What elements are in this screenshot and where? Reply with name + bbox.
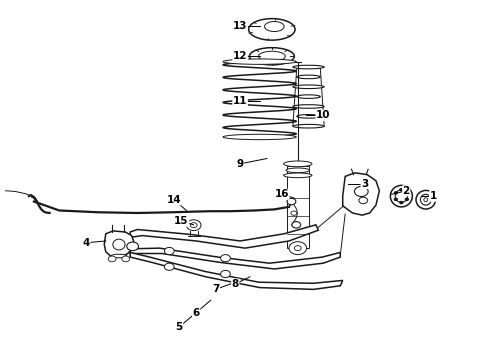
Ellipse shape bbox=[286, 168, 310, 173]
Text: 16: 16 bbox=[274, 189, 289, 199]
Ellipse shape bbox=[293, 105, 324, 108]
Circle shape bbox=[359, 197, 368, 204]
Text: 10: 10 bbox=[316, 111, 330, 121]
Circle shape bbox=[394, 198, 397, 201]
Circle shape bbox=[122, 256, 130, 262]
Circle shape bbox=[190, 223, 197, 228]
Circle shape bbox=[394, 192, 397, 194]
Ellipse shape bbox=[248, 19, 295, 40]
Ellipse shape bbox=[249, 48, 294, 65]
Text: 9: 9 bbox=[237, 159, 244, 169]
Circle shape bbox=[294, 246, 301, 251]
Circle shape bbox=[400, 202, 403, 204]
Circle shape bbox=[292, 222, 301, 228]
Text: 12: 12 bbox=[233, 51, 247, 61]
Ellipse shape bbox=[258, 51, 285, 61]
Ellipse shape bbox=[284, 173, 312, 178]
Ellipse shape bbox=[113, 239, 125, 250]
Circle shape bbox=[291, 211, 297, 215]
FancyBboxPatch shape bbox=[287, 166, 309, 248]
Circle shape bbox=[405, 198, 408, 201]
Text: 7: 7 bbox=[212, 284, 220, 294]
Circle shape bbox=[108, 256, 116, 262]
Text: 4: 4 bbox=[82, 238, 90, 248]
Ellipse shape bbox=[223, 134, 296, 140]
Text: 14: 14 bbox=[167, 195, 181, 205]
Text: 13: 13 bbox=[233, 21, 247, 31]
Text: 11: 11 bbox=[233, 96, 247, 106]
Circle shape bbox=[354, 186, 368, 197]
Circle shape bbox=[289, 242, 307, 255]
Ellipse shape bbox=[293, 125, 324, 128]
Text: 2: 2 bbox=[403, 186, 410, 196]
Polygon shape bbox=[343, 173, 379, 215]
Circle shape bbox=[405, 192, 408, 194]
Circle shape bbox=[287, 198, 296, 205]
Ellipse shape bbox=[265, 22, 284, 32]
Ellipse shape bbox=[293, 85, 324, 89]
Circle shape bbox=[164, 263, 174, 270]
Ellipse shape bbox=[416, 190, 436, 209]
Circle shape bbox=[220, 255, 230, 262]
Text: 1: 1 bbox=[430, 191, 437, 201]
Ellipse shape bbox=[420, 194, 431, 205]
Polygon shape bbox=[130, 252, 343, 289]
Ellipse shape bbox=[297, 75, 320, 79]
Ellipse shape bbox=[293, 65, 324, 69]
Ellipse shape bbox=[424, 198, 428, 202]
Polygon shape bbox=[104, 231, 134, 257]
Circle shape bbox=[164, 247, 174, 255]
Text: 15: 15 bbox=[174, 216, 189, 226]
Ellipse shape bbox=[284, 161, 312, 167]
Text: 3: 3 bbox=[361, 179, 368, 189]
Circle shape bbox=[220, 270, 230, 278]
Ellipse shape bbox=[395, 190, 408, 202]
Circle shape bbox=[127, 242, 139, 251]
Ellipse shape bbox=[111, 254, 127, 258]
Ellipse shape bbox=[297, 114, 320, 118]
Ellipse shape bbox=[297, 95, 320, 98]
Polygon shape bbox=[130, 225, 318, 248]
Ellipse shape bbox=[391, 185, 413, 207]
Circle shape bbox=[186, 220, 201, 230]
Circle shape bbox=[400, 189, 403, 191]
Text: 5: 5 bbox=[175, 322, 183, 332]
Text: 8: 8 bbox=[232, 279, 239, 289]
Polygon shape bbox=[130, 248, 340, 269]
Ellipse shape bbox=[223, 59, 296, 64]
Text: 6: 6 bbox=[193, 308, 200, 318]
